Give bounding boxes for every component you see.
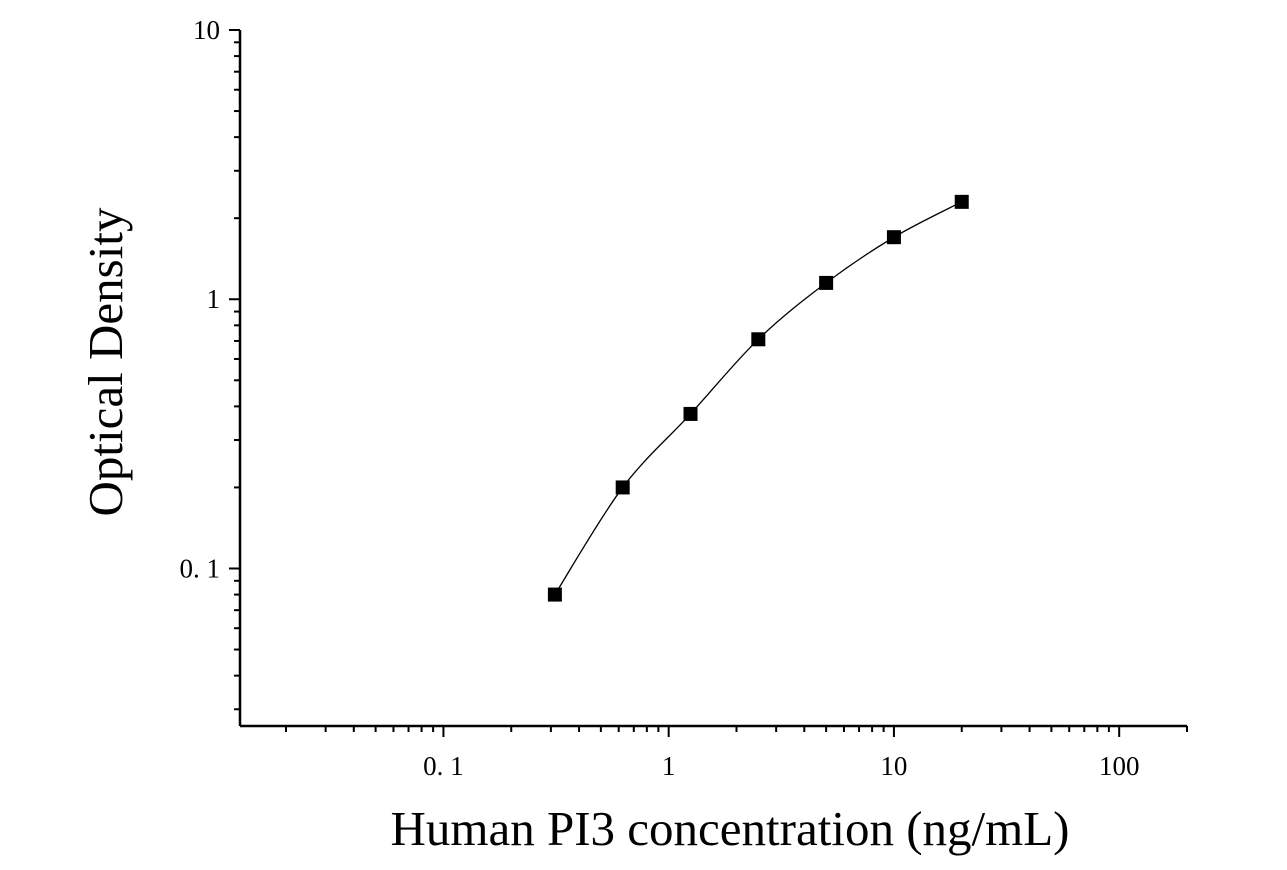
y-tick-label: 0. 1	[180, 553, 221, 583]
x-ticks: 0. 1 1 10 100	[284, 726, 1188, 781]
y-tick-label: 1	[207, 284, 221, 314]
data-point	[886, 230, 901, 245]
data-point	[954, 194, 969, 209]
data-point	[615, 480, 630, 495]
y-ticks: 0. 1 1 10	[180, 15, 240, 711]
y-axis-title: Optical Density	[78, 207, 133, 516]
x-tick-label: 100	[1099, 751, 1140, 781]
x-axis-title: Human PI3 concentration (ng/mL)	[390, 801, 1069, 856]
fit-curve	[554, 201, 963, 595]
data-point	[751, 332, 766, 347]
data-points	[547, 194, 969, 602]
y-tick-label: 10	[193, 15, 220, 45]
data-point	[819, 275, 834, 290]
axes	[238, 30, 1187, 728]
x-tick-label: 10	[880, 751, 907, 781]
x-tick-label: 1	[662, 751, 676, 781]
x-tick-label: 0. 1	[423, 751, 464, 781]
data-point	[683, 406, 698, 421]
data-point	[547, 587, 562, 602]
